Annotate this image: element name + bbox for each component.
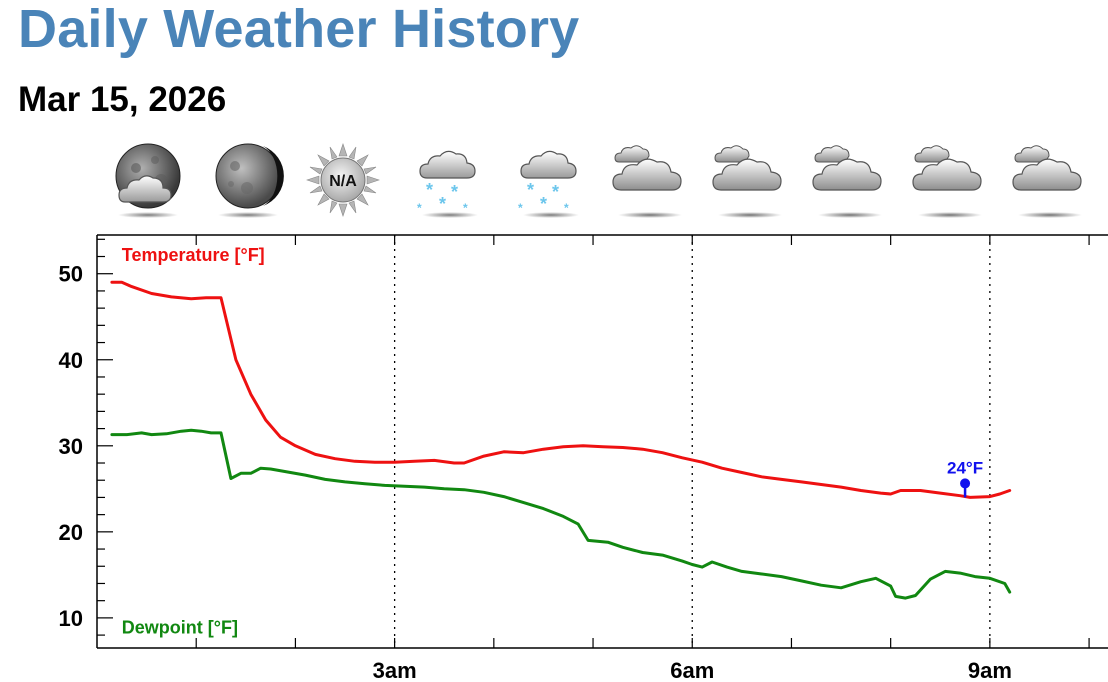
cloudy-icon [1005, 138, 1095, 228]
clear-night-icon [203, 138, 293, 228]
current-temp-label: 24°F [947, 458, 983, 477]
temperature-dewpoint-chart: 10 20 30 40 50 3am 6am 9am Temperature [°F] Dewpo… [59, 234, 1108, 682]
svg-text:*: * [518, 201, 523, 215]
cloudy-icon [705, 138, 795, 228]
svg-text:*: * [552, 182, 559, 202]
page-title: Daily Weather History [18, 0, 580, 59]
partly-cloudy-night-icon [103, 138, 193, 228]
current-temp-marker [960, 478, 971, 489]
svg-text:*: * [463, 201, 468, 215]
svg-text:*: * [564, 201, 569, 215]
dewpoint-line [110, 428, 1012, 600]
y-tick-label: 10 [59, 606, 83, 631]
y-tick-label: 20 [59, 520, 83, 545]
x-tick-label: 9am [968, 658, 1012, 682]
cloudy-icon [605, 138, 695, 228]
na-icon: N/A [298, 138, 388, 228]
na-label: N/A [329, 173, 357, 190]
y-tick-label: 50 [59, 262, 83, 287]
x-tick-label: 6am [670, 658, 714, 682]
svg-text:*: * [540, 194, 547, 214]
cloudy-icon [805, 138, 895, 228]
dewpoint-label: Dewpoint [°F] [122, 617, 238, 637]
temperature-line [110, 280, 1012, 499]
light-snow-icon: * * * * * [506, 138, 596, 228]
cloudy-icon [905, 138, 995, 228]
svg-text:*: * [417, 201, 422, 215]
svg-text:*: * [451, 182, 458, 202]
svg-text:*: * [527, 180, 534, 200]
x-tick-label: 3am [373, 658, 417, 682]
svg-text:*: * [426, 180, 433, 200]
date-heading: Mar 15, 2026 [18, 80, 227, 119]
y-tick-label: 30 [59, 434, 83, 459]
light-snow-icon: * * * * * [405, 138, 495, 228]
y-tick-label: 40 [59, 348, 83, 373]
weather-icons-row: N/A * * * * * [0, 138, 1108, 228]
temperature-label: Temperature [°F] [122, 245, 265, 265]
svg-text:*: * [439, 194, 446, 214]
